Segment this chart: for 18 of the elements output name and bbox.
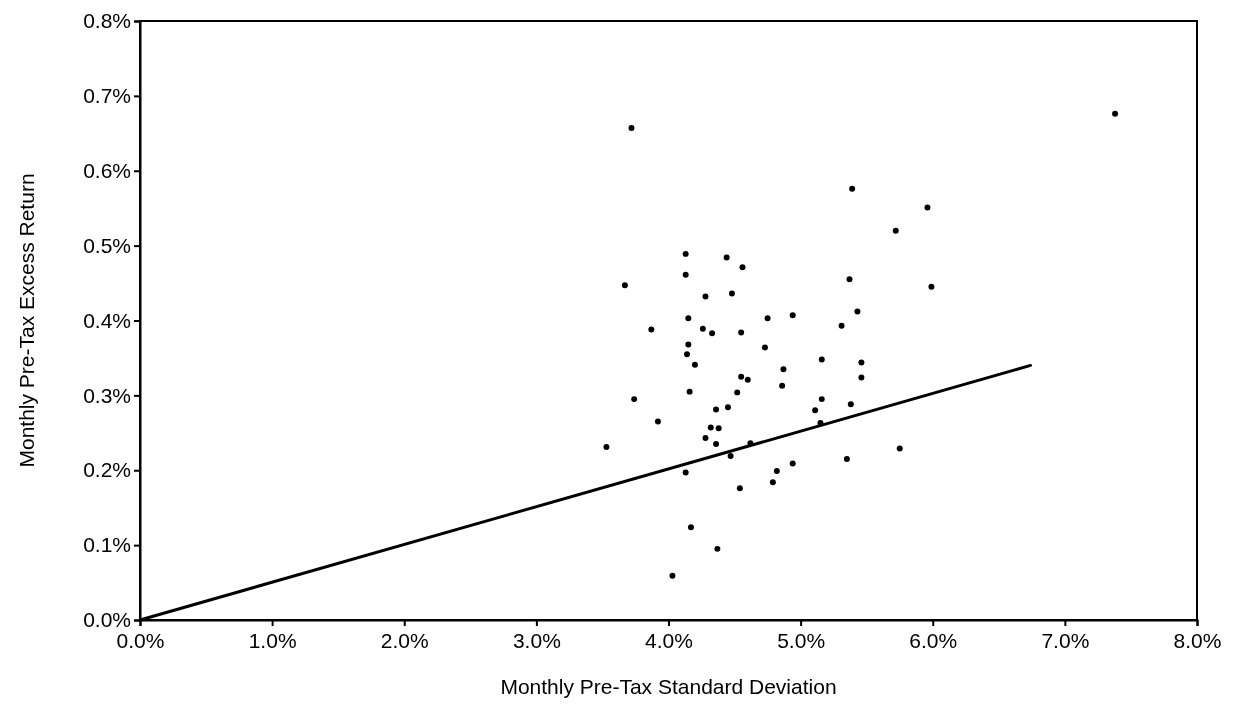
- x-tick-label: 8.0%: [1173, 628, 1222, 652]
- x-tick-label: 7.0%: [1041, 628, 1090, 652]
- y-tick-label: 0.2%: [83, 458, 131, 482]
- x-tick-label: 2.0%: [380, 628, 429, 652]
- y-tick-label: 0.7%: [83, 84, 131, 108]
- x-tick-label: 4.0%: [645, 628, 693, 652]
- y-tick-label: 0.8%: [83, 9, 131, 33]
- y-tick-label: 0.5%: [83, 233, 131, 257]
- y-tick-label: 0.4%: [83, 308, 131, 332]
- x-axis-title: Monthly Pre-Tax Standard Deviation: [500, 675, 837, 698]
- y-axis-title: Monthly Pre-Tax Excess Return: [15, 173, 38, 468]
- y-tick-label: 0.1%: [83, 533, 131, 557]
- y-tick-label: 0.6%: [83, 158, 131, 182]
- y-tick-label: 0.3%: [83, 383, 131, 407]
- x-tick-label: 5.0%: [777, 628, 826, 652]
- x-tick-label: 6.0%: [909, 628, 958, 652]
- x-tick-label: 1.0%: [248, 628, 297, 652]
- x-tick-label: 3.0%: [512, 628, 561, 652]
